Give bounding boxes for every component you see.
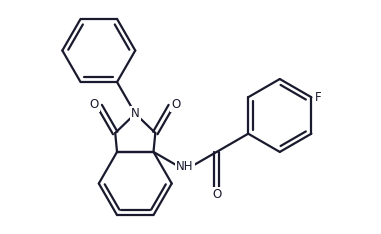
Text: N: N	[131, 107, 140, 120]
Text: O: O	[90, 98, 99, 111]
Text: O: O	[172, 98, 181, 111]
Text: F: F	[315, 91, 322, 104]
Text: NH: NH	[176, 160, 194, 173]
Text: O: O	[212, 188, 221, 201]
